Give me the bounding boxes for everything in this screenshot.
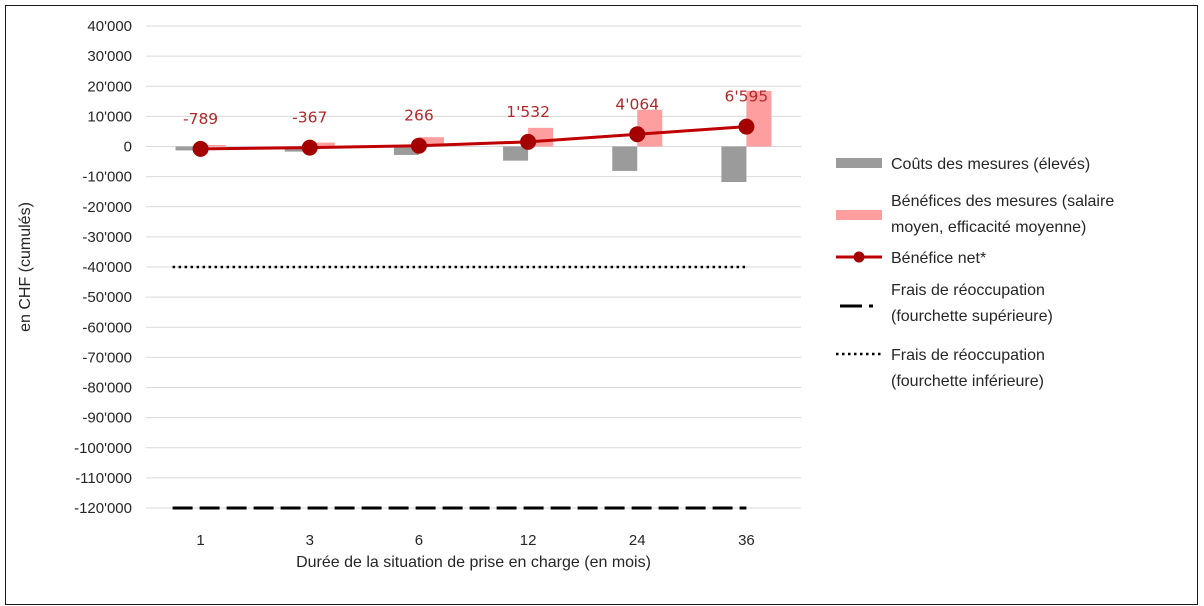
- legend-label-costs: Coûts des mesures (élevés): [891, 156, 1090, 173]
- legend-swatch-benefits: [836, 210, 882, 220]
- legend-label-upper-2: (fourchette supérieure): [891, 308, 1053, 325]
- net-benefit-point: [520, 133, 537, 150]
- net-benefit-data-label: 4'064: [615, 95, 659, 113]
- y-tick-label: 20'000: [87, 78, 132, 95]
- benefit-bar: [200, 144, 226, 147]
- legend-label-lower-2: (fourchette inférieure): [891, 373, 1044, 390]
- benefit-bar: [746, 91, 772, 147]
- y-tick-label: 10'000: [87, 108, 132, 125]
- cost-bar: [612, 146, 638, 171]
- y-tick-label: -70'000: [82, 349, 132, 366]
- y-tick-label: -50'000: [82, 289, 132, 306]
- y-tick-label: -60'000: [82, 319, 132, 336]
- net-benefit-data-label: 1'532: [506, 103, 550, 121]
- legend-label-benefits-2: moyen, efficacité moyenne): [891, 219, 1086, 236]
- net-benefit-data-label: -367: [292, 109, 327, 127]
- chart-frame: 40'000 30'000 20'000 10'000 0 -10'000 -20'000 -…: [5, 5, 1198, 605]
- y-tick-label: -30'000: [82, 229, 132, 246]
- y-tick-label: 40'000: [87, 18, 132, 35]
- cost-bar: [503, 146, 529, 161]
- chart: 40'000 30'000 20'000 10'000 0 -10'000 -20'000 -…: [17, 18, 1114, 571]
- x-tick-label: 12: [520, 532, 537, 549]
- y-tick-label: -80'000: [82, 380, 132, 397]
- y-tick-label: -90'000: [82, 410, 132, 427]
- legend-swatch-costs: [836, 158, 882, 168]
- net-benefit-point: [301, 139, 318, 156]
- benefit-bar: [418, 137, 444, 147]
- x-tick-label: 6: [415, 532, 423, 549]
- y-tick-label: -10'000: [82, 169, 132, 186]
- net-benefit-data-label: 266: [404, 107, 434, 125]
- cost-bar: [393, 146, 419, 155]
- cost-bar: [721, 146, 747, 183]
- legend-label-lower-1: Frais de réoccupation: [891, 347, 1045, 364]
- y-tick-label: -40'000: [82, 259, 132, 276]
- net-benefit-point: [629, 126, 646, 143]
- net-benefit-point: [410, 137, 427, 154]
- x-tick-label: 1: [196, 532, 204, 549]
- y-tick-label: 0: [124, 139, 132, 156]
- cost-bar: [175, 146, 201, 151]
- y-axis-title: en CHF (cumulés): [17, 202, 34, 332]
- net-benefit-data-label: 6'595: [725, 88, 769, 106]
- y-tick-label: -110'000: [75, 470, 132, 487]
- net-benefit-line: [200, 125, 747, 151]
- y-tick-label: -20'000: [82, 199, 132, 216]
- net-benefit-point: [192, 140, 209, 157]
- x-tick-label: 24: [629, 532, 646, 549]
- benefit-bar: [309, 142, 335, 147]
- net-benefit-data-label: -789: [183, 110, 218, 128]
- net-benefit-point: [738, 118, 755, 135]
- legend-label-benefits-1: Bénéfices des mesures (salaire: [891, 193, 1114, 210]
- legend-label-net: Bénéfice net*: [891, 250, 986, 267]
- x-tick-label: 3: [306, 532, 314, 549]
- legend-label-upper-1: Frais de réoccupation: [891, 282, 1045, 299]
- y-tick-label: 30'000: [87, 48, 132, 65]
- y-tick-label: -100'000: [74, 440, 132, 457]
- y-tick-label: -120'000: [74, 500, 132, 517]
- x-axis-title: Durée de la situation de prise en charge…: [296, 554, 651, 571]
- x-tick-label: 36: [738, 532, 755, 549]
- legend-swatch-net-marker: [853, 251, 865, 263]
